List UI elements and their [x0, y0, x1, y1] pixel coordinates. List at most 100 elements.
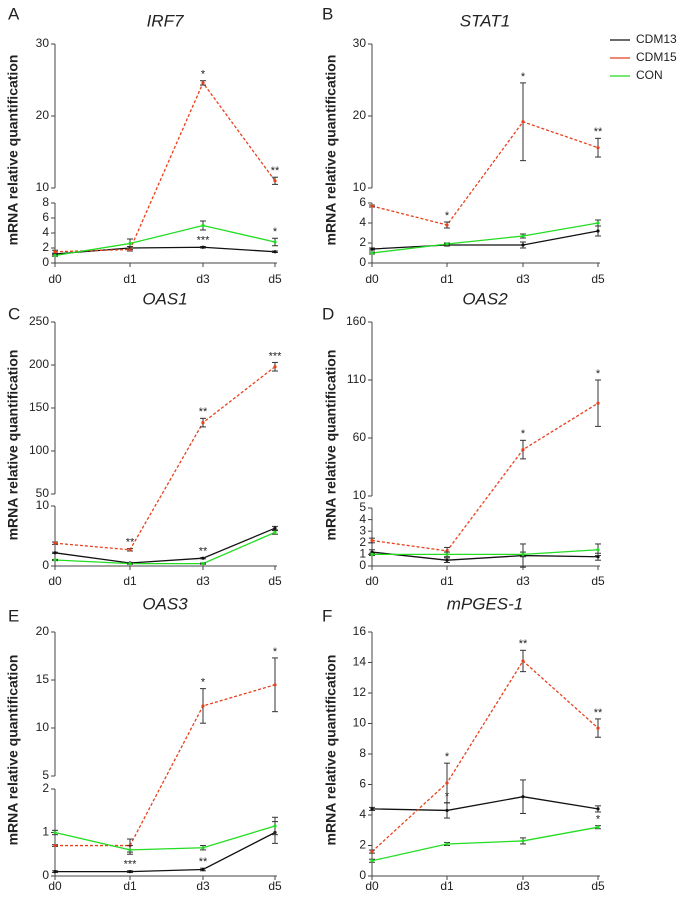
- panel-title: STAT1: [460, 11, 510, 30]
- y-tick-label: 0: [359, 255, 366, 269]
- x-tick-label: d0: [48, 879, 62, 893]
- point: [445, 808, 449, 813]
- point: [596, 229, 600, 233]
- y-axis-label: mRNA relative quantification: [323, 55, 339, 246]
- y-tick-label: 2: [359, 838, 366, 852]
- point: [201, 704, 205, 708]
- point: [53, 870, 57, 874]
- significance: *: [201, 69, 206, 81]
- y-tick-label: 5: [359, 500, 366, 514]
- y-axis-label: mRNA relative quantification: [323, 350, 339, 541]
- point: [445, 558, 449, 562]
- series-line: [54, 531, 276, 565]
- point: [273, 683, 277, 687]
- x-tick-label: d0: [365, 879, 379, 893]
- x-tick-label: d1: [123, 879, 137, 893]
- y-axis-label: mRNA relative quantification: [5, 55, 21, 246]
- x-tick-label: d5: [268, 879, 282, 893]
- y-tick-label: 50: [36, 486, 50, 500]
- panel-letter: A: [8, 4, 20, 23]
- point: [128, 247, 132, 252]
- y-tick-label: 16: [353, 624, 367, 638]
- panel-title: IRF7: [147, 11, 184, 30]
- legend-label: CDM15: [636, 50, 677, 64]
- x-tick-label: d5: [268, 272, 282, 286]
- point: [201, 562, 205, 566]
- series-line: [372, 549, 599, 556]
- point: [128, 548, 132, 552]
- point: [53, 830, 57, 835]
- x-tick-label: d0: [365, 272, 379, 286]
- panel-title: OAS1: [142, 289, 187, 308]
- series-line: [54, 224, 276, 257]
- y-axis-label: mRNA relative quantification: [5, 350, 21, 541]
- significance: *: [445, 210, 450, 222]
- point: [273, 526, 277, 530]
- series-line: [54, 825, 276, 851]
- y-axis-label: mRNA relative quantification: [323, 655, 339, 846]
- point: [53, 843, 57, 848]
- y-tick-label: 10: [36, 180, 50, 194]
- y-axis-label: mRNA relative quantification: [5, 655, 21, 846]
- y-tick-label: 10: [36, 720, 50, 734]
- point: [201, 421, 205, 425]
- y-tick-label: 4: [42, 225, 49, 239]
- x-tick-label: d3: [516, 272, 530, 286]
- series-line: [371, 796, 599, 812]
- significance: **: [594, 126, 603, 138]
- point: [273, 824, 277, 828]
- point: [201, 867, 205, 872]
- y-tick-label: 10: [353, 180, 367, 194]
- point: [128, 562, 132, 566]
- significance: *: [273, 226, 278, 238]
- point: [445, 842, 449, 846]
- series-line: [371, 222, 599, 254]
- y-tick-label: 2: [359, 535, 366, 549]
- point: [596, 548, 600, 552]
- y-tick-label: 20: [36, 624, 50, 638]
- significance: *: [201, 677, 206, 689]
- point: [445, 781, 449, 785]
- y-tick-label: 4: [359, 512, 366, 526]
- significance: *: [521, 71, 526, 83]
- y-tick-label: 15: [36, 672, 50, 686]
- point: [273, 530, 277, 535]
- y-tick-label: 12: [353, 685, 367, 699]
- y-tick-label: 160: [346, 314, 366, 328]
- point: [596, 401, 600, 405]
- y-tick-label: 150: [29, 400, 49, 414]
- point: [521, 839, 525, 843]
- x-tick-label: d5: [591, 272, 605, 286]
- y-tick-label: 3: [359, 523, 366, 537]
- y-tick-label: 1: [359, 547, 366, 561]
- y-tick-label: 30: [353, 36, 367, 50]
- point: [273, 365, 277, 369]
- panel-title: OAS2: [462, 289, 508, 308]
- point: [596, 825, 600, 829]
- significance: *: [596, 368, 601, 380]
- series-line: [54, 81, 276, 253]
- x-tick-label: d5: [268, 574, 282, 588]
- significance: *: [445, 751, 450, 763]
- point: [370, 251, 374, 255]
- x-tick-label: d5: [591, 879, 605, 893]
- point: [370, 807, 374, 811]
- point: [370, 859, 374, 863]
- point: [521, 120, 525, 124]
- significance: *: [273, 646, 278, 658]
- y-tick-label: 6: [359, 195, 366, 209]
- series-line: [371, 659, 599, 853]
- x-tick-label: d1: [440, 879, 454, 893]
- x-tick-label: d3: [196, 272, 210, 286]
- point: [596, 146, 600, 150]
- point: [596, 807, 600, 811]
- panel-title: mPGES-1: [447, 594, 524, 613]
- series-line: [371, 402, 599, 552]
- point: [273, 250, 277, 254]
- y-tick-label: 0: [42, 558, 49, 572]
- y-tick-label: 0: [359, 558, 366, 572]
- y-tick-label: 10: [353, 716, 367, 730]
- point: [273, 179, 277, 183]
- y-tick-label: 30: [36, 36, 50, 50]
- significance: *: [596, 814, 601, 826]
